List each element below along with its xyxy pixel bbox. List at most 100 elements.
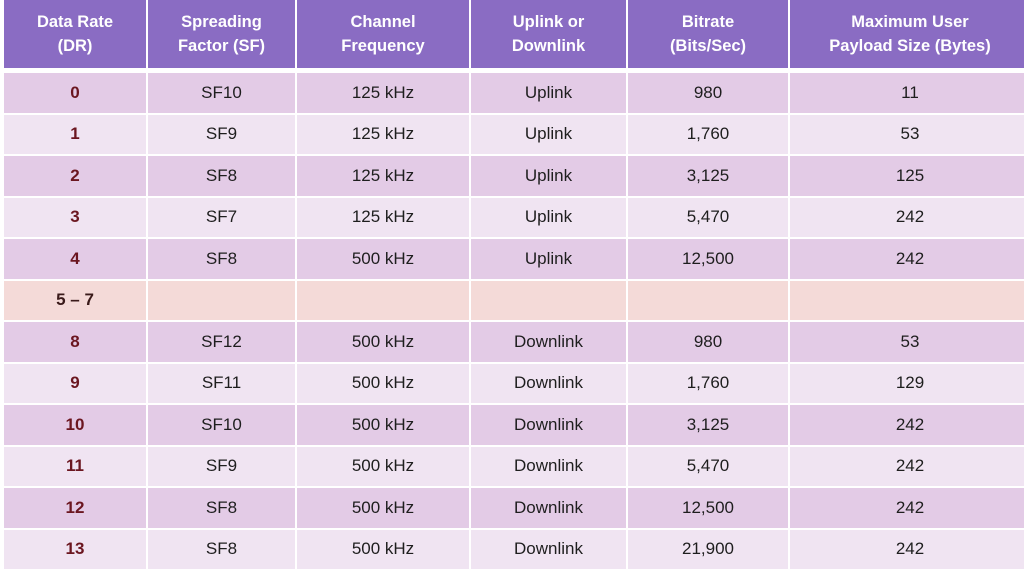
header-data-rate: Data Rate (DR) (4, 0, 146, 68)
cell-direction: Downlink (471, 529, 626, 569)
cell-bitrate: 980 (628, 322, 788, 362)
cell-bitrate: 12,500 (628, 488, 788, 528)
cell-data-rate: 4 (4, 239, 146, 279)
cell-data-rate: 9 (4, 363, 146, 403)
header-line: Channel (350, 13, 416, 31)
cell-spreading-factor: SF10 (148, 405, 295, 445)
header-line: Frequency (341, 37, 425, 55)
table-row: 0 SF10 125 kHz Uplink 980 11 (4, 73, 1024, 113)
cell-spreading-factor (148, 280, 295, 320)
cell-max-payload: 242 (790, 405, 1024, 445)
cell-channel-frequency: 125 kHz (297, 114, 469, 154)
cell-spreading-factor: SF10 (148, 73, 295, 113)
cell-max-payload: 125 (790, 156, 1024, 196)
cell-max-payload: 242 (790, 488, 1024, 528)
cell-channel-frequency: 500 kHz (297, 239, 469, 279)
cell-max-payload: 129 (790, 363, 1024, 403)
header-line: Factor (SF) (177, 37, 266, 55)
cell-bitrate: 12,500 (628, 239, 788, 279)
cell-direction: Downlink (471, 446, 626, 486)
cell-max-payload: 242 (790, 239, 1024, 279)
cell-direction: Uplink (471, 239, 626, 279)
cell-data-rate: 12 (4, 488, 146, 528)
cell-data-rate: 10 (4, 405, 146, 445)
table-header-row: Data Rate (DR) Spreading Factor (SF) Cha… (4, 0, 1024, 68)
cell-direction: Downlink (471, 363, 626, 403)
cell-data-rate: 1 (4, 114, 146, 154)
cell-channel-frequency: 500 kHz (297, 363, 469, 403)
table-row: 11 SF9 500 kHz Downlink 5,470 242 (4, 446, 1024, 486)
data-rate-table: Data Rate (DR) Spreading Factor (SF) Cha… (4, 0, 1024, 571)
cell-channel-frequency (297, 280, 469, 320)
header-bitrate: Bitrate (Bits/Sec) (628, 0, 788, 68)
cell-channel-frequency: 500 kHz (297, 405, 469, 445)
table-row: 1 SF9 125 kHz Uplink 1,760 53 (4, 114, 1024, 154)
header-line: Spreading (181, 13, 262, 31)
header-line: Payload Size (Bytes) (829, 37, 991, 55)
cell-bitrate: 21,900 (628, 529, 788, 569)
header-line: Bitrate (681, 13, 735, 31)
cell-data-rate: 13 (4, 529, 146, 569)
cell-max-payload: 242 (790, 529, 1024, 569)
table-row-reserved: 5 – 7 (4, 280, 1024, 320)
cell-direction: Downlink (471, 322, 626, 362)
cell-bitrate: 5,470 (628, 446, 788, 486)
header-line: Uplink or (512, 13, 585, 31)
cell-spreading-factor: SF7 (148, 197, 295, 237)
header-uplink-downlink: Uplink or Downlink (471, 0, 626, 68)
cell-bitrate: 3,125 (628, 156, 788, 196)
cell-data-rate: 0 (4, 73, 146, 113)
cell-data-rate: 8 (4, 322, 146, 362)
cell-channel-frequency: 500 kHz (297, 446, 469, 486)
table-row: 2 SF8 125 kHz Uplink 3,125 125 (4, 156, 1024, 196)
header-line: (Bits/Sec) (669, 37, 747, 55)
cell-spreading-factor: SF8 (148, 239, 295, 279)
header-max-payload: Maximum User Payload Size (Bytes) (790, 0, 1024, 68)
cell-direction: Uplink (471, 197, 626, 237)
header-spreading-factor: Spreading Factor (SF) (148, 0, 295, 68)
header-line: Maximum User (851, 13, 969, 31)
cell-spreading-factor: SF8 (148, 488, 295, 528)
cell-data-rate: 5 – 7 (4, 280, 146, 320)
cell-spreading-factor: SF9 (148, 114, 295, 154)
cell-direction: Downlink (471, 405, 626, 445)
cell-channel-frequency: 500 kHz (297, 488, 469, 528)
cell-max-payload: 242 (790, 446, 1024, 486)
table-row: 13 SF8 500 kHz Downlink 21,900 242 (4, 529, 1024, 569)
cell-channel-frequency: 500 kHz (297, 322, 469, 362)
cell-data-rate: 11 (4, 446, 146, 486)
cell-spreading-factor: SF12 (148, 322, 295, 362)
cell-max-payload: 53 (790, 322, 1024, 362)
cell-data-rate: 3 (4, 197, 146, 237)
table-row: 3 SF7 125 kHz Uplink 5,470 242 (4, 197, 1024, 237)
table-row: 4 SF8 500 kHz Uplink 12,500 242 (4, 239, 1024, 279)
cell-direction (471, 280, 626, 320)
cell-bitrate: 1,760 (628, 363, 788, 403)
cell-channel-frequency: 125 kHz (297, 156, 469, 196)
header-line: Data Rate (36, 13, 114, 31)
cell-bitrate: 980 (628, 73, 788, 113)
cell-direction: Uplink (471, 73, 626, 113)
header-line: Downlink (511, 37, 586, 55)
cell-bitrate: 3,125 (628, 405, 788, 445)
header-line: (DR) (57, 37, 93, 55)
cell-spreading-factor: SF9 (148, 446, 295, 486)
cell-direction: Uplink (471, 156, 626, 196)
header-channel-frequency: Channel Frequency (297, 0, 469, 68)
cell-max-payload: 53 (790, 114, 1024, 154)
cell-spreading-factor: SF11 (148, 363, 295, 403)
cell-max-payload: 242 (790, 197, 1024, 237)
cell-max-payload: 11 (790, 73, 1024, 113)
cell-max-payload (790, 280, 1024, 320)
cell-bitrate: 5,470 (628, 197, 788, 237)
cell-spreading-factor: SF8 (148, 529, 295, 569)
cell-direction: Uplink (471, 114, 626, 154)
cell-channel-frequency: 125 kHz (297, 197, 469, 237)
table-row: 9 SF11 500 kHz Downlink 1,760 129 (4, 363, 1024, 403)
cell-channel-frequency: 125 kHz (297, 73, 469, 113)
cell-spreading-factor: SF8 (148, 156, 295, 196)
cell-data-rate: 2 (4, 156, 146, 196)
cell-channel-frequency: 500 kHz (297, 529, 469, 569)
cell-direction: Downlink (471, 488, 626, 528)
cell-bitrate: 1,760 (628, 114, 788, 154)
